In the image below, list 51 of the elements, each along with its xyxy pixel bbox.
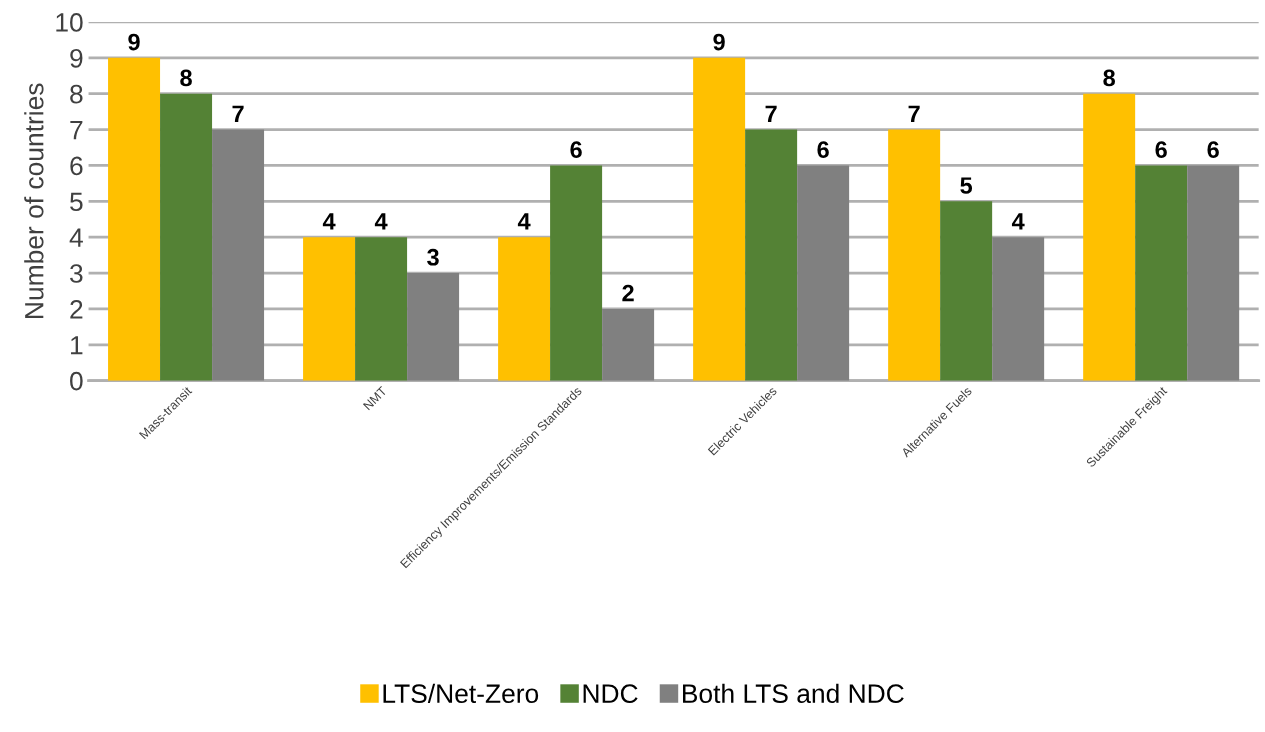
y-tick-label: 2 (70, 300, 83, 319)
data-label: 4 (374, 213, 388, 230)
legend-label: NDC (583, 684, 638, 704)
data-label: 5 (960, 177, 973, 194)
data-label: 7 (908, 105, 920, 122)
bar (160, 93, 213, 381)
data-label: 6 (817, 141, 829, 158)
bar (550, 165, 603, 381)
data-label: 7 (232, 105, 244, 122)
data-label: 8 (1103, 69, 1115, 87)
y-tick-label: 3 (70, 264, 83, 283)
data-label: 6 (570, 141, 582, 158)
data-label: 6 (1207, 141, 1219, 158)
y-tick-label: 5 (70, 192, 83, 212)
bar (498, 237, 551, 381)
bar (888, 129, 941, 381)
bar (1083, 93, 1136, 381)
data-label: 8 (180, 69, 192, 87)
y-tick-label: 7 (70, 120, 83, 140)
data-label: 9 (128, 33, 140, 51)
bar (745, 129, 798, 381)
data-label: 2 (622, 284, 634, 302)
bar (992, 237, 1045, 381)
bar (212, 129, 265, 381)
data-label: 9 (713, 33, 725, 51)
y-tick-label: 6 (70, 156, 83, 176)
data-label: 3 (427, 248, 439, 266)
data-label: 4 (1011, 213, 1025, 230)
y-tick-label: 8 (70, 84, 83, 104)
bar (1135, 165, 1188, 381)
bar (1187, 165, 1240, 381)
y-tick-label: 4 (69, 228, 83, 247)
y-tick-label: 10 (56, 13, 83, 32)
data-label: 4 (517, 213, 531, 230)
bar (693, 57, 746, 381)
bar (797, 165, 850, 381)
legend-label: LTS/Net-Zero (383, 683, 539, 704)
bar (108, 57, 161, 381)
y-tick-label: 0 (70, 371, 83, 391)
y-tick-label: 1 (71, 336, 83, 355)
bar (407, 273, 460, 381)
legend-label: Both LTS and NDC (683, 683, 904, 704)
data-label: 4 (322, 213, 336, 230)
y-axis-title: Number of countries (24, 83, 44, 318)
bar (303, 237, 356, 381)
bar (940, 201, 993, 381)
y-tick-label: 9 (70, 48, 83, 68)
data-label: 6 (1155, 141, 1167, 158)
bar (602, 308, 655, 381)
bar (355, 237, 408, 381)
data-label: 7 (765, 105, 777, 122)
